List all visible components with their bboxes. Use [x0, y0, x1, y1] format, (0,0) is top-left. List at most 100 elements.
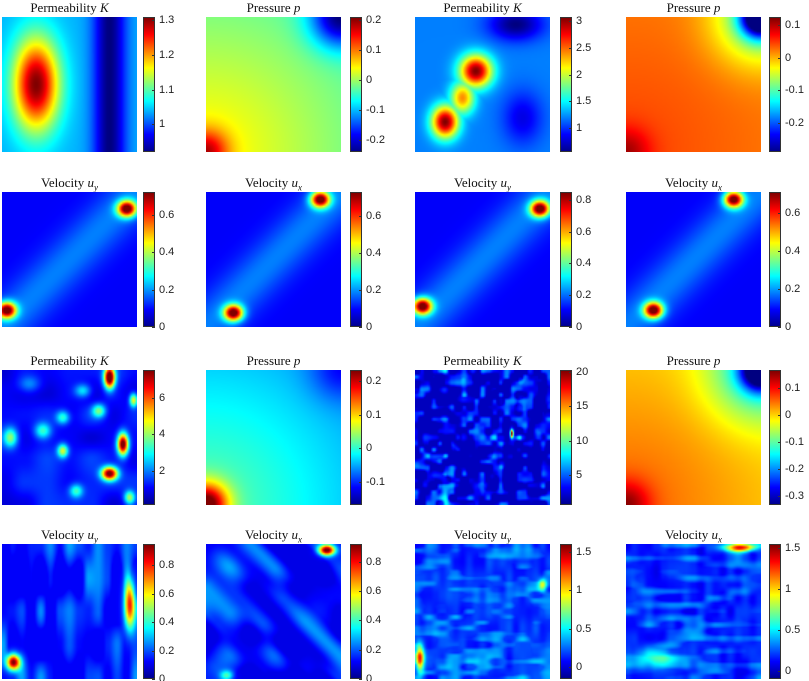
colorbar-tick-mark [569, 628, 572, 630]
title-symbol: K [100, 0, 109, 15]
colorbar-tick-label: 0.6 [366, 210, 382, 223]
colorbar-tick-label: 0.6 [576, 225, 592, 238]
colorbar [769, 544, 781, 679]
colorbar-tick-label: 6 [159, 392, 166, 405]
colorbar [769, 192, 781, 327]
colorbar [769, 17, 781, 152]
colorbar-tick-label: 0 [576, 661, 583, 674]
colorbar-tick-mark [152, 252, 155, 253]
colorbar-tick-label: 0.5 [576, 622, 592, 635]
velocity-heatmap [626, 544, 761, 679]
title-subscript: y [94, 182, 99, 193]
colorbar [350, 544, 362, 679]
colorbar-tick-label: 0.6 [366, 584, 382, 597]
colorbar-tick-label: 3 [576, 15, 583, 28]
panel-title: Pressure p [184, 0, 364, 18]
panel-title: Permeability K [393, 0, 573, 18]
colorbar-tick-mark [778, 629, 781, 631]
colorbar-tick-mark [778, 122, 781, 124]
panel-title: Permeability K [0, 0, 160, 18]
title-text: Velocity [40, 527, 85, 542]
title-subscript: y [507, 182, 512, 193]
title-symbol: K [513, 0, 522, 15]
colorbar-tick-label: -0.1 [785, 84, 804, 97]
panel-title: Velocity uy [393, 527, 573, 545]
colorbar-tick-mark [778, 589, 781, 590]
velocity-heatmap [415, 544, 550, 679]
colorbar-tick-mark [569, 667, 572, 669]
pressure-heatmap [626, 17, 761, 152]
colorbar-tick-mark [569, 474, 572, 476]
colorbar-tick-mark [359, 290, 362, 291]
colorbar-tick-mark [569, 372, 572, 374]
velocity-heatmap [206, 544, 341, 679]
colorbar-tick-label: 0.6 [159, 587, 175, 600]
colorbar-tick-label: 0.2 [366, 375, 382, 388]
panel-title: Permeability K [393, 353, 573, 371]
title-text: Permeability [30, 353, 97, 368]
velocity-heatmap [415, 192, 550, 327]
title-text: Velocity [453, 175, 498, 190]
colorbar-tick-mark [359, 620, 362, 622]
colorbar-tick-label: 1.5 [785, 542, 801, 555]
colorbar-tick-label: 1 [785, 583, 792, 595]
colorbar-tick-label: 0.1 [785, 19, 801, 32]
title-symbol: p [713, 353, 721, 368]
colorbar-tick-mark [359, 20, 362, 21]
permeability-heatmap [2, 370, 137, 505]
colorbar-tick-label: 1 [576, 584, 583, 597]
colorbar [350, 192, 362, 327]
colorbar-tick-mark [152, 327, 155, 328]
colorbar-tick-mark [778, 387, 781, 389]
panel-title: Pressure p [604, 353, 784, 371]
colorbar-tick-label: 0.4 [366, 614, 382, 627]
velocity-heatmap [2, 192, 137, 327]
pressure-heatmap [626, 370, 761, 505]
permeability-heatmap [2, 17, 137, 152]
colorbar-tick-mark [778, 414, 781, 416]
colorbar-tick-label: -0.1 [785, 435, 804, 448]
panel-title: Velocity ux [184, 527, 364, 545]
panel-title: Velocity uy [393, 175, 573, 193]
velocity-heatmap [2, 544, 137, 679]
title-symbol: u [291, 175, 299, 190]
colorbar [143, 17, 155, 152]
colorbar-tick-mark [152, 679, 155, 680]
colorbar-tick-label: 0.6 [785, 206, 801, 219]
colorbar-tick-label: -0.1 [366, 104, 385, 116]
colorbar-tick-label: 0.2 [366, 14, 382, 26]
panel-title: Pressure p [604, 0, 784, 18]
colorbar-tick-mark [359, 590, 362, 592]
panel-title: Permeability K [0, 353, 160, 371]
colorbar-tick-label: 0.2 [366, 643, 382, 656]
title-text: Velocity [664, 527, 709, 542]
colorbar-tick-mark [569, 127, 572, 129]
colorbar-tick-label: 0 [785, 664, 792, 677]
colorbar-tick-mark [778, 90, 781, 92]
title-symbol: u [711, 527, 719, 542]
colorbar-tick-label: 2 [576, 68, 583, 81]
colorbar-tick-mark [569, 551, 572, 553]
colorbar-tick-mark [359, 679, 362, 680]
colorbar-tick-mark [359, 561, 362, 563]
colorbar-tick-label: 0.4 [159, 246, 175, 258]
title-symbol: u [500, 175, 508, 190]
colorbar-tick-mark [152, 398, 155, 400]
panel-title: Velocity uy [0, 175, 160, 193]
colorbar-tick-mark [569, 74, 572, 76]
colorbar-tick-label: 0.2 [366, 284, 382, 296]
colorbar-tick-label: -0.2 [785, 462, 804, 475]
title-subscript: y [94, 534, 99, 545]
title-text: Pressure [666, 353, 711, 368]
colorbar [350, 17, 362, 152]
colorbar-tick-label: 0 [159, 321, 166, 333]
colorbar [350, 370, 362, 505]
colorbar-tick-label: 2.5 [576, 41, 592, 54]
colorbar-tick-label: 0 [785, 408, 792, 421]
colorbar-tick-mark [359, 448, 362, 450]
colorbar-tick-label: 4 [159, 428, 166, 441]
colorbar-tick-label: 0 [159, 673, 166, 681]
colorbar-tick-label: 0.2 [576, 289, 592, 302]
colorbar-tick-label: 0 [366, 673, 373, 681]
colorbar-tick-label: 0 [785, 51, 792, 64]
